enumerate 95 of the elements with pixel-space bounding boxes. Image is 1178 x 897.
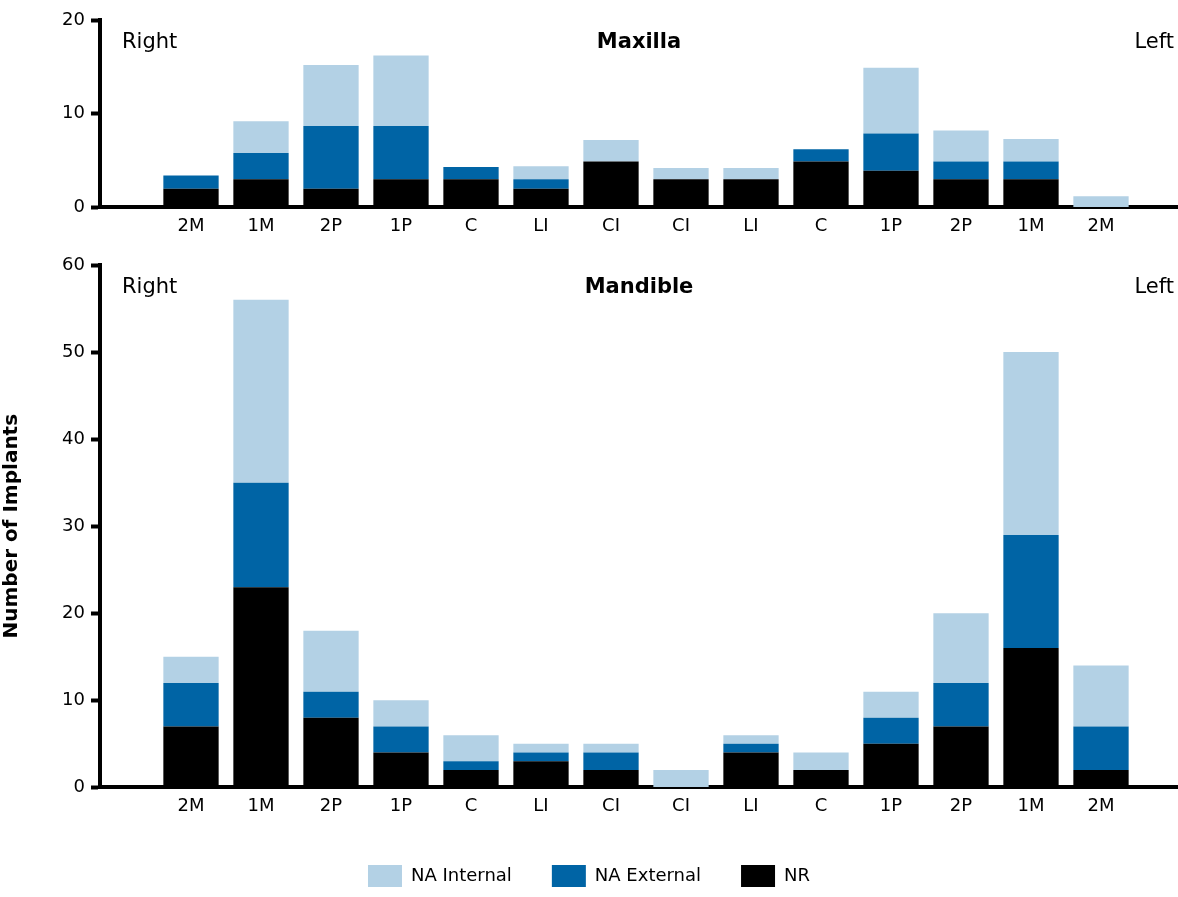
- legend-label: NR: [784, 863, 811, 885]
- bar: [513, 179, 569, 189]
- bar: [723, 168, 779, 180]
- chart-title: Mandible: [584, 273, 694, 298]
- x-tick-label: 2P: [949, 213, 973, 235]
- x-tick-label: 1M: [1017, 793, 1045, 815]
- x-tick-label: C: [814, 793, 828, 815]
- bar: [1073, 726, 1129, 770]
- annotation: Right: [122, 28, 178, 53]
- bar: [863, 67, 919, 134]
- x-tick-label: CI: [602, 213, 620, 235]
- bar: [303, 691, 359, 718]
- x-tick-label: LI: [743, 793, 759, 815]
- bar: [863, 133, 919, 171]
- x-tick-label: 2M: [1087, 793, 1115, 815]
- bar: [1003, 352, 1059, 535]
- bar: [933, 130, 989, 162]
- bar: [1003, 161, 1059, 180]
- bar: [513, 166, 569, 180]
- bar: [863, 717, 919, 744]
- bar: [513, 743, 569, 753]
- y-tick-label: 30: [62, 513, 85, 535]
- bar: [163, 682, 219, 727]
- bar: [303, 125, 359, 189]
- x-tick-label: 1P: [879, 793, 903, 815]
- x-tick-label: LI: [533, 793, 549, 815]
- x-tick-label: C: [814, 213, 828, 235]
- bar: [583, 752, 639, 770]
- y-tick-label: 20: [62, 600, 85, 622]
- bar: [163, 175, 219, 189]
- bar: [933, 682, 989, 727]
- bar: [233, 482, 289, 588]
- x-tick-label: C: [464, 793, 478, 815]
- bar: [1003, 139, 1059, 162]
- x-tick-label: C: [464, 213, 478, 235]
- bar: [303, 630, 359, 692]
- x-tick-label: CI: [672, 793, 690, 815]
- legend-label: NA External: [594, 863, 702, 885]
- bar: [373, 125, 429, 180]
- x-tick-label: CI: [602, 793, 620, 815]
- x-tick-label: 1P: [879, 213, 903, 235]
- x-tick-label: 2M: [177, 793, 205, 815]
- bar: [933, 613, 989, 683]
- bar: [1003, 534, 1059, 649]
- y-tick-label: 0: [73, 775, 85, 797]
- bar: [373, 700, 429, 727]
- bar: [793, 149, 849, 162]
- x-tick-label: 2M: [1087, 213, 1115, 235]
- x-tick-label: 1M: [247, 213, 275, 235]
- annotation: Left: [1134, 28, 1174, 53]
- bar: [373, 726, 429, 753]
- y-tick-label: 20: [62, 7, 85, 29]
- x-tick-label: LI: [533, 213, 549, 235]
- bar: [653, 769, 709, 787]
- bar: [933, 161, 989, 180]
- y-tick-label: 10: [62, 101, 85, 123]
- bar: [653, 168, 709, 180]
- x-tick-label: 2P: [949, 793, 973, 815]
- x-tick-label: 1M: [247, 793, 275, 815]
- bar: [443, 167, 499, 180]
- bar: [233, 153, 289, 180]
- y-axis-title: Number of Implants: [0, 413, 23, 639]
- y-tick-label: 40: [62, 426, 85, 448]
- x-tick-label: 2P: [319, 213, 343, 235]
- bar: [723, 735, 779, 744]
- bar: [723, 743, 779, 753]
- legend-label: NA Internal: [410, 863, 512, 885]
- x-tick-label: 1P: [389, 793, 413, 815]
- x-tick-label: 1P: [389, 213, 413, 235]
- bar: [1073, 196, 1129, 207]
- x-tick-label: 1M: [1017, 213, 1045, 235]
- bar: [233, 121, 289, 154]
- annotation: Left: [1134, 273, 1174, 298]
- x-tick-label: CI: [672, 213, 690, 235]
- bar: [163, 656, 219, 683]
- bar: [233, 299, 289, 483]
- bar: [863, 691, 919, 718]
- y-tick-label: 60: [62, 252, 85, 274]
- bar: [513, 752, 569, 762]
- x-tick-label: LI: [743, 213, 759, 235]
- x-tick-label: 2P: [319, 793, 343, 815]
- y-tick-label: 0: [73, 195, 85, 217]
- y-tick-label: 10: [62, 688, 85, 710]
- bar: [303, 64, 359, 126]
- annotation: Right: [122, 273, 178, 298]
- x-tick-label: 2M: [177, 213, 205, 235]
- bar: [443, 735, 499, 762]
- bar: [793, 752, 849, 770]
- y-tick-label: 50: [62, 339, 85, 361]
- bar: [583, 743, 639, 753]
- bar: [583, 139, 639, 162]
- bar: [1073, 665, 1129, 727]
- bar: [443, 761, 499, 770]
- chart-title: Maxilla: [596, 28, 682, 53]
- bar: [373, 55, 429, 126]
